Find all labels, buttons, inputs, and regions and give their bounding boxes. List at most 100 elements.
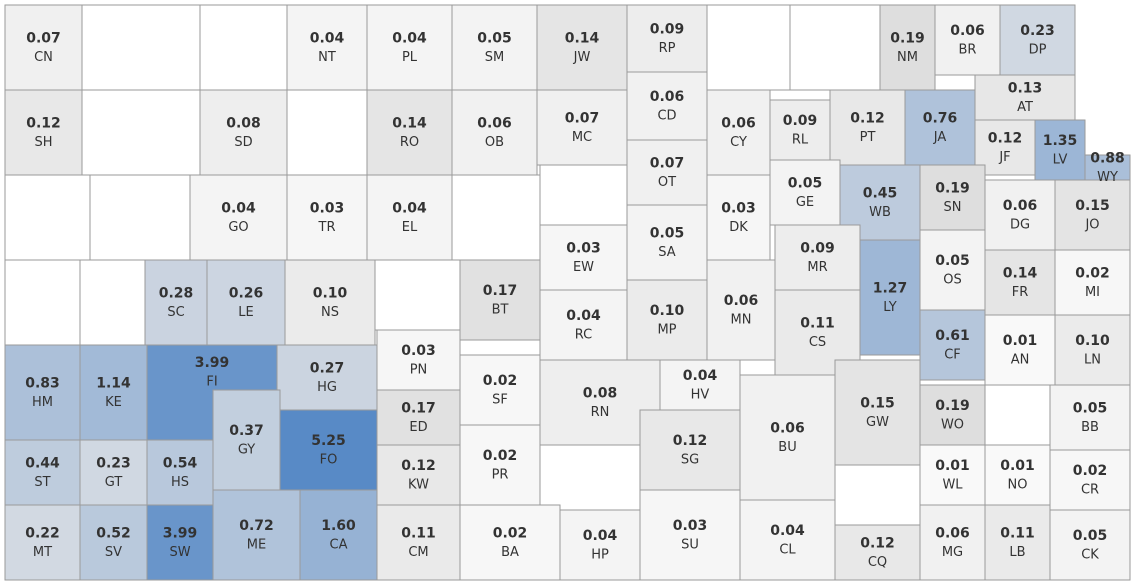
empty-county bbox=[451, 174, 541, 261]
county bbox=[4, 89, 83, 176]
county-value: 0.07 bbox=[650, 156, 685, 172]
county-value: 0.04 bbox=[310, 31, 345, 47]
county-value: 0.06 bbox=[477, 116, 512, 132]
county-code: HS bbox=[171, 475, 189, 490]
county bbox=[286, 174, 368, 261]
county-value: 0.05 bbox=[1073, 528, 1108, 544]
county-value: 0.09 bbox=[783, 113, 818, 129]
empty-county bbox=[81, 4, 201, 91]
county bbox=[984, 314, 1056, 386]
county-value: 0.02 bbox=[1075, 266, 1110, 282]
county-value: 0.11 bbox=[1000, 526, 1035, 542]
county-value: 0.04 bbox=[392, 201, 427, 217]
county-code: OB bbox=[485, 135, 504, 150]
county-value: 0.12 bbox=[26, 116, 61, 132]
county-code: MN bbox=[731, 313, 752, 328]
county-value: 0.13 bbox=[1008, 81, 1043, 97]
county-value: 0.05 bbox=[788, 176, 823, 192]
county-code: CQ bbox=[868, 555, 887, 570]
county-value: 0.01 bbox=[1000, 458, 1035, 474]
county-code: CS bbox=[809, 335, 826, 350]
county bbox=[144, 259, 208, 346]
county bbox=[904, 89, 976, 166]
county bbox=[769, 159, 841, 226]
county-code: PR bbox=[492, 468, 509, 483]
county bbox=[366, 89, 453, 176]
county-code: WB bbox=[869, 205, 891, 220]
county-code: GT bbox=[105, 475, 123, 490]
county-value: 0.02 bbox=[493, 526, 528, 542]
county-value: 0.06 bbox=[650, 89, 685, 105]
county-value: 0.08 bbox=[583, 386, 618, 402]
county bbox=[559, 509, 641, 581]
county-value: 0.10 bbox=[313, 286, 348, 302]
county-code: PN bbox=[410, 363, 428, 378]
county bbox=[539, 224, 628, 291]
county-code: CY bbox=[730, 135, 747, 150]
county-code: HP bbox=[591, 548, 609, 563]
empty-county bbox=[834, 464, 921, 526]
county-code: SW bbox=[169, 545, 190, 560]
county-code: MC bbox=[572, 130, 592, 145]
county-value: 0.03 bbox=[310, 201, 345, 217]
county bbox=[626, 4, 708, 73]
county-code: MI bbox=[1085, 285, 1100, 300]
county bbox=[879, 4, 936, 91]
county-value: 0.19 bbox=[890, 31, 925, 47]
county bbox=[859, 239, 921, 356]
county bbox=[1054, 179, 1131, 251]
county-value: 0.83 bbox=[25, 376, 60, 392]
county-code: WO bbox=[941, 418, 964, 433]
county bbox=[739, 499, 836, 581]
county-value: 0.09 bbox=[800, 241, 835, 257]
county-code: LE bbox=[238, 305, 253, 320]
county-code: CN bbox=[34, 50, 53, 65]
county-value: 0.12 bbox=[860, 536, 895, 552]
county-code: NS bbox=[321, 305, 339, 320]
county-value: 0.06 bbox=[770, 421, 805, 437]
county-code: CD bbox=[657, 109, 676, 124]
county-code: JF bbox=[998, 150, 1010, 165]
county bbox=[984, 444, 1051, 506]
county-value: 0.04 bbox=[683, 368, 718, 384]
county bbox=[919, 444, 986, 506]
county-code: KW bbox=[408, 478, 429, 493]
county bbox=[769, 99, 831, 161]
county-code: AN bbox=[1011, 353, 1030, 368]
county-value: 0.61 bbox=[935, 328, 970, 344]
county bbox=[299, 489, 378, 581]
county bbox=[1054, 314, 1131, 386]
county bbox=[999, 4, 1076, 76]
county-value: 0.76 bbox=[923, 111, 958, 127]
empty-county bbox=[4, 259, 81, 346]
county bbox=[1049, 449, 1131, 511]
county-value: 0.11 bbox=[800, 316, 835, 332]
county bbox=[639, 489, 741, 581]
county-value: 0.02 bbox=[483, 373, 518, 389]
county-value: 0.22 bbox=[25, 526, 60, 542]
county bbox=[459, 504, 561, 581]
county-code: AT bbox=[1017, 100, 1033, 115]
county-value: 0.14 bbox=[1003, 266, 1038, 282]
county-code: FI bbox=[206, 375, 217, 390]
county bbox=[934, 4, 1001, 76]
county-code: PT bbox=[860, 130, 876, 145]
county bbox=[1034, 119, 1086, 181]
county bbox=[539, 289, 628, 361]
county-code: KE bbox=[105, 395, 122, 410]
county-code: DG bbox=[1010, 218, 1030, 233]
county-code: TR bbox=[318, 220, 336, 235]
county-code: RO bbox=[400, 135, 419, 150]
county bbox=[4, 439, 81, 506]
county-code: SH bbox=[34, 135, 52, 150]
county bbox=[626, 139, 708, 206]
county-code: NO bbox=[1008, 478, 1028, 493]
county bbox=[834, 359, 921, 466]
county bbox=[146, 439, 214, 506]
empty-county bbox=[81, 89, 201, 176]
empty-county bbox=[89, 174, 191, 261]
county-value: 0.08 bbox=[226, 116, 261, 132]
county-value: 0.17 bbox=[483, 283, 518, 299]
county bbox=[146, 504, 214, 581]
county-code: GW bbox=[866, 415, 889, 430]
